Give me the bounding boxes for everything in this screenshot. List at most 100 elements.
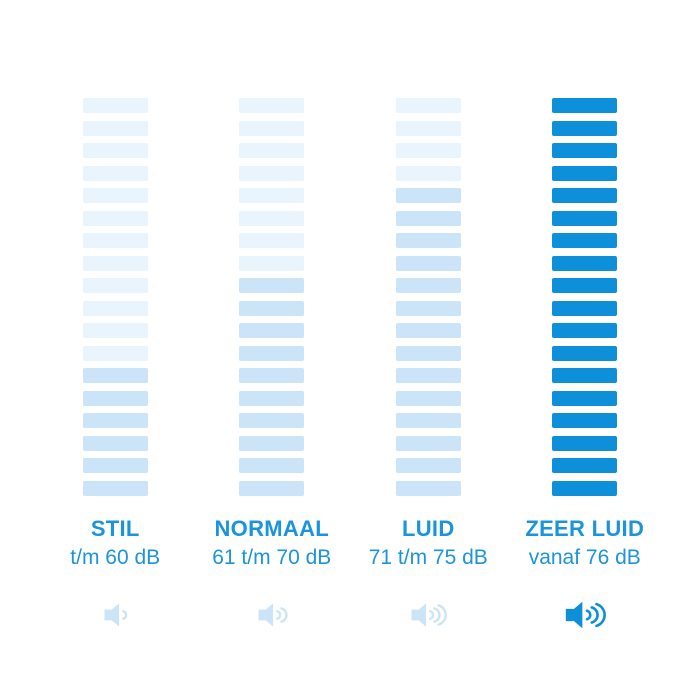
volume-bar: [239, 255, 305, 271]
volume-bar: [552, 98, 618, 113]
db-range-label: 61 t/m 70 dB: [212, 545, 332, 569]
volume-bar: [239, 345, 305, 361]
volume-bar: [395, 345, 461, 361]
volume-bar: [82, 368, 148, 383]
volume-bar: [239, 210, 305, 226]
loudness-column: NORMAAL 61 t/m 70 dB: [194, 98, 351, 632]
volume-bar: [552, 480, 618, 496]
volume-bar: [552, 143, 618, 158]
volume-bar: [82, 233, 148, 248]
volume-bar: [239, 98, 305, 113]
volume-bar: [552, 233, 618, 248]
volume-bar: [552, 458, 618, 473]
speaker-2-waves-icon: [258, 602, 288, 627]
speaker-cone: [258, 602, 273, 627]
loudness-column: ZEER LUID vanaf 76 dB: [507, 98, 664, 632]
db-range-label: 71 t/m 75 dB: [368, 545, 488, 569]
volume-bar: [82, 255, 148, 271]
sound-wave-arc: [433, 606, 441, 623]
volume-bar: [395, 278, 461, 293]
volume-bar: [395, 188, 461, 203]
volume-bar: [395, 458, 461, 473]
db-range-label: vanaf 76 dB: [528, 545, 641, 569]
volume-bar: [395, 255, 461, 271]
volume-bar: [239, 368, 305, 383]
volume-bar: [395, 323, 461, 338]
volume-bar: [239, 300, 305, 316]
volume-bar: [82, 345, 148, 361]
volume-bar: [239, 413, 305, 428]
volume-bar: [82, 480, 148, 496]
volume-bar: [239, 188, 305, 203]
volume-bar: [552, 165, 618, 181]
volume-bar: [239, 165, 305, 181]
volume-bar: [395, 435, 461, 451]
category-label: ZEER LUID: [525, 515, 645, 541]
volume-bar: [395, 120, 461, 136]
loudness-column: LUID 71 t/m 75 dB: [350, 98, 507, 632]
speaker-3-waves-icon: [411, 602, 447, 627]
volume-bar: [82, 390, 148, 406]
volume-bar: [395, 233, 461, 248]
volume-bar: [552, 435, 618, 451]
bar-stack: [82, 98, 148, 496]
speaker-cone: [565, 601, 583, 628]
volume-bar: [552, 413, 618, 428]
volume-bar: [82, 278, 148, 293]
volume-bar: [395, 300, 461, 316]
volume-bar: [82, 435, 148, 451]
volume-bar: [552, 120, 618, 136]
volume-bar: [395, 390, 461, 406]
category-label: STIL: [90, 515, 140, 541]
volume-bar: [395, 480, 461, 496]
volume-bar: [239, 120, 305, 136]
loudness-column: STIL t/m 60 dB: [37, 98, 194, 632]
sound-wave-arc: [121, 609, 128, 620]
category-label: LUID: [401, 515, 455, 541]
volume-bar: [82, 210, 148, 226]
bar-stack: [239, 98, 305, 496]
speaker-3-waves-icon: [565, 601, 606, 628]
sound-wave-arc: [585, 608, 592, 621]
volume-bar: [395, 368, 461, 383]
volume-bar: [82, 143, 148, 158]
volume-bar: [239, 278, 305, 293]
sound-wave-arc: [595, 602, 606, 627]
volume-bar: [552, 210, 618, 226]
volume-bar: [82, 413, 148, 428]
volume-bar: [395, 210, 461, 226]
volume-bar: [239, 143, 305, 158]
bar-stack: [395, 98, 461, 496]
volume-bar: [395, 143, 461, 158]
volume-bar: [395, 98, 461, 113]
volume-bar: [82, 98, 148, 113]
sound-wave-arc: [279, 606, 288, 623]
volume-bar: [552, 368, 618, 383]
db-range-label: t/m 60 dB: [70, 545, 161, 569]
speaker-cone: [411, 602, 427, 627]
volume-bar: [82, 120, 148, 136]
columns-row: STIL t/m 60 dB NORMAAL 61 t/m 70 dB LUID…: [37, 98, 663, 632]
volume-bar: [552, 390, 618, 406]
volume-bar: [82, 300, 148, 316]
volume-bar: [552, 188, 618, 203]
sound-wave-arc: [437, 603, 447, 626]
volume-bar: [395, 165, 461, 181]
volume-bar: [239, 480, 305, 496]
volume-bar: [239, 435, 305, 451]
sound-wave-arc: [590, 605, 599, 624]
volume-bar: [552, 345, 618, 361]
volume-bar: [82, 323, 148, 338]
sound-wave-arc: [275, 609, 281, 620]
volume-bar: [82, 188, 148, 203]
sound-wave-arc: [429, 609, 435, 620]
volume-bar: [239, 323, 305, 338]
volume-bar: [552, 300, 618, 316]
category-label: NORMAAL: [214, 515, 330, 541]
volume-bar: [395, 413, 461, 428]
volume-bar: [239, 390, 305, 406]
volume-bar: [239, 458, 305, 473]
volume-bar: [82, 458, 148, 473]
speaker-1-wave-icon: [104, 602, 128, 627]
